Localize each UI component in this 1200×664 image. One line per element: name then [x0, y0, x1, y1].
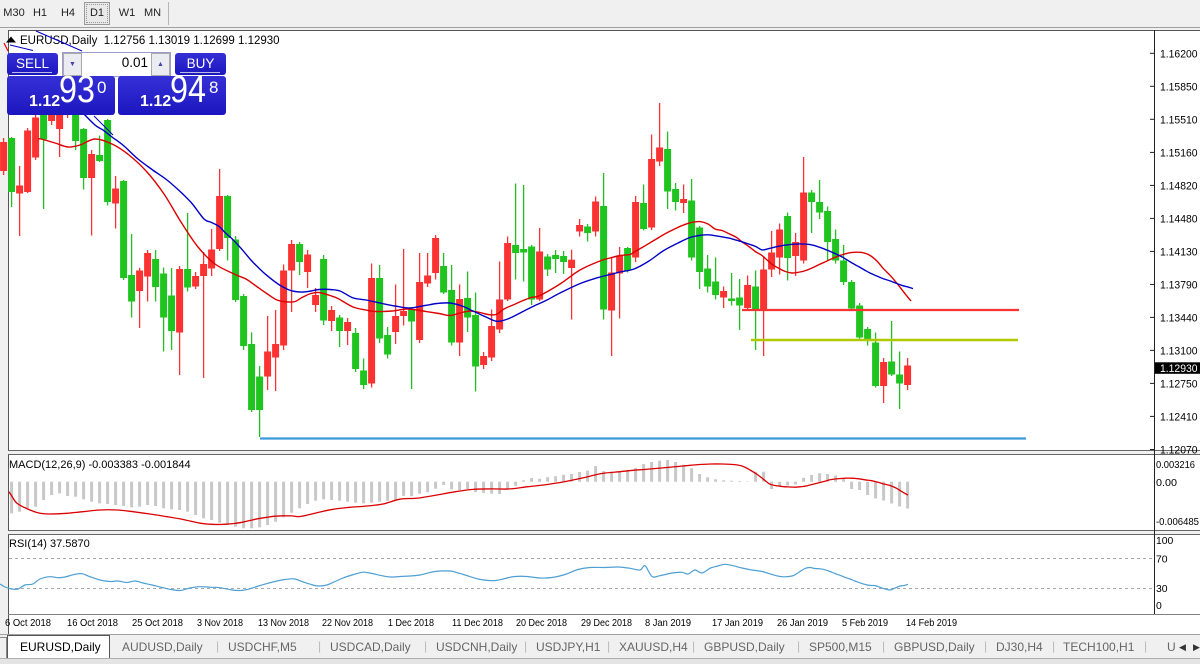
- svg-text:1.14820: 1.14820: [1160, 180, 1198, 192]
- svg-text:3 Nov 2018: 3 Nov 2018: [197, 618, 243, 629]
- svg-text:1.12070: 1.12070: [1160, 445, 1198, 457]
- svg-text:5 Feb 2019: 5 Feb 2019: [842, 618, 888, 629]
- svg-text:11 Dec 2018: 11 Dec 2018: [452, 618, 503, 629]
- svg-text:0.003216: 0.003216: [1156, 460, 1195, 471]
- svg-text:RSI(14) 37.5870: RSI(14) 37.5870: [9, 538, 90, 550]
- svg-text:1 Dec 2018: 1 Dec 2018: [388, 618, 434, 629]
- svg-text:1.14130: 1.14130: [1160, 246, 1198, 258]
- svg-text:0.00: 0.00: [1156, 478, 1177, 489]
- svg-text:0: 0: [1156, 601, 1162, 612]
- svg-text:1.16200: 1.16200: [1160, 48, 1198, 60]
- svg-text:EURUSD,Daily 1.12756 1.13019: EURUSD,Daily 1.12756 1.13019 1.12699 1.1…: [20, 35, 280, 47]
- svg-text:70: 70: [1156, 555, 1168, 566]
- svg-text:1.13440: 1.13440: [1160, 312, 1198, 324]
- svg-text:20 Dec 2018: 20 Dec 2018: [516, 618, 567, 629]
- svg-text:22 Nov 2018: 22 Nov 2018: [322, 618, 373, 629]
- svg-text:6 Oct 2018: 6 Oct 2018: [5, 618, 51, 629]
- svg-text:1.12930: 1.12930: [1160, 363, 1198, 375]
- svg-text:8 Jan 2019: 8 Jan 2019: [645, 618, 691, 629]
- svg-text:14 Feb 2019: 14 Feb 2019: [906, 618, 957, 629]
- svg-text:26 Jan 2019: 26 Jan 2019: [777, 618, 828, 629]
- svg-text:1.15510: 1.15510: [1160, 114, 1198, 126]
- svg-text:MACD(12,26,9) -0.003383 -0.001: MACD(12,26,9) -0.003383 -0.001844: [9, 459, 191, 471]
- svg-text:29 Dec 2018: 29 Dec 2018: [581, 618, 632, 629]
- svg-text:1.15160: 1.15160: [1160, 147, 1198, 159]
- svg-text:1.12410: 1.12410: [1160, 411, 1198, 423]
- svg-text:1.12750: 1.12750: [1160, 378, 1198, 390]
- svg-text:1.15850: 1.15850: [1160, 81, 1198, 93]
- svg-text:30: 30: [1156, 584, 1168, 595]
- svg-text:1.13100: 1.13100: [1160, 345, 1198, 357]
- svg-text:13 Nov 2018: 13 Nov 2018: [258, 618, 309, 629]
- svg-text:1.14480: 1.14480: [1160, 213, 1198, 225]
- svg-text:16 Oct 2018: 16 Oct 2018: [67, 618, 118, 629]
- svg-text:17 Jan 2019: 17 Jan 2019: [712, 618, 763, 629]
- svg-text:100: 100: [1156, 536, 1174, 547]
- svg-text:1.13790: 1.13790: [1160, 279, 1198, 291]
- svg-text:-0.006485: -0.006485: [1156, 517, 1199, 528]
- svg-text:25 Oct 2018: 25 Oct 2018: [132, 618, 183, 629]
